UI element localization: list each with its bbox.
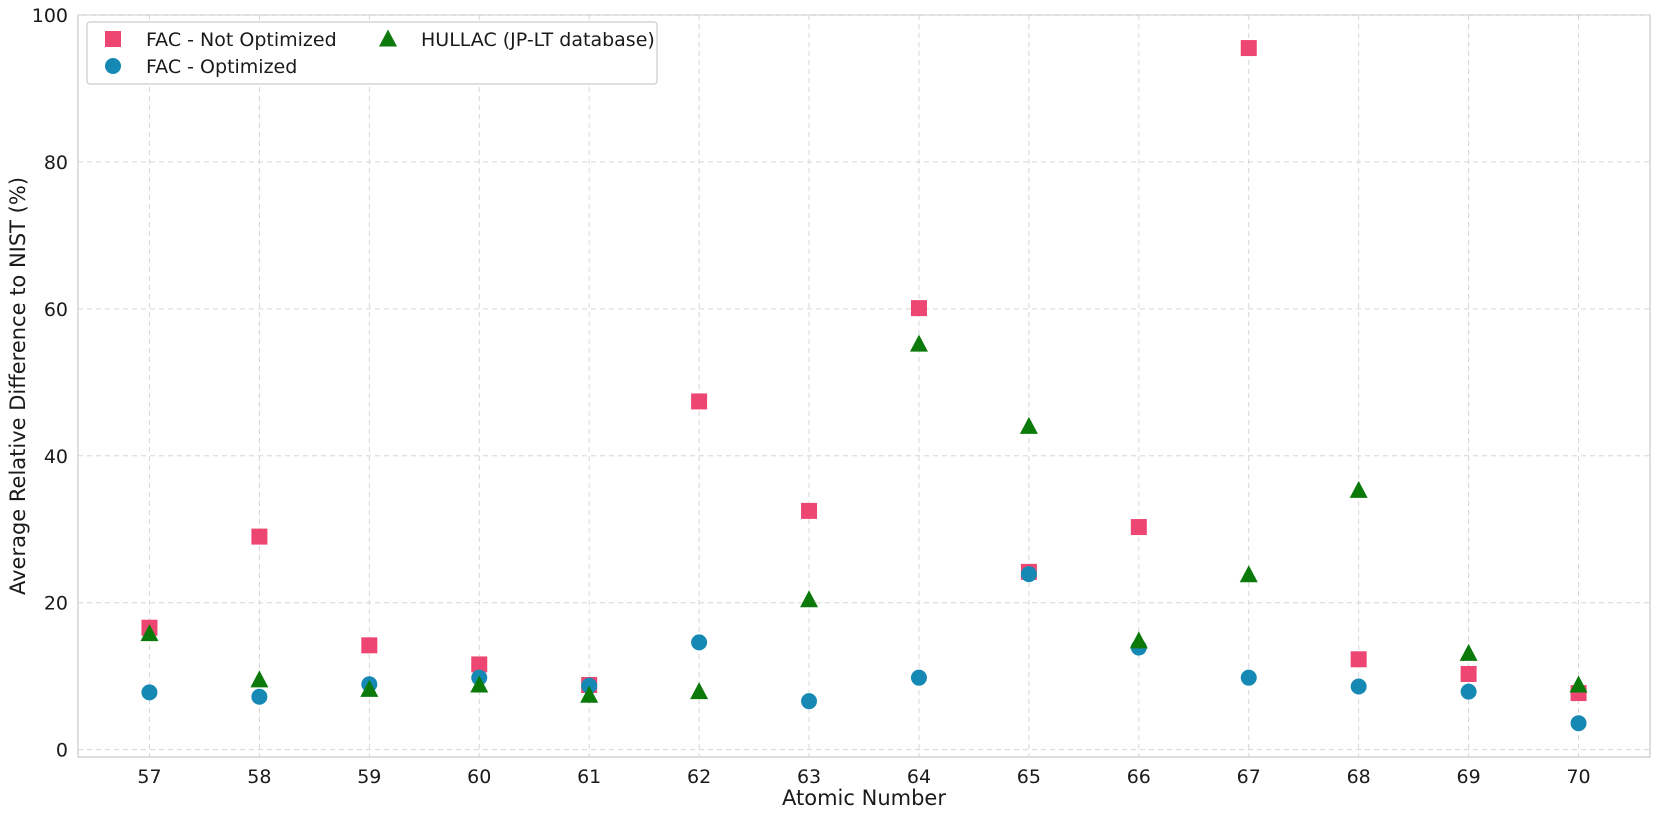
data-point-circle [581,677,598,694]
data-point-circle [1460,683,1477,700]
data-point-square [801,502,818,519]
plot-area [77,14,1651,758]
series-triangle [140,334,1588,703]
x-axis-title: Atomic Number [782,786,946,810]
x-tick-label: 65 [1017,766,1041,788]
data-point-triangle [580,685,599,703]
data-point-triangle [360,679,379,697]
legend-label: HULLAC (JP-LT database) [421,29,655,51]
legend-entries: FAC - Not Optimized FAC - Optimized HULLAC… [105,29,655,78]
data-point-circle [691,634,708,651]
data-point-square [251,528,268,545]
x-tick-label: 60 [467,766,491,788]
x-tick-label: 66 [1127,766,1151,788]
data-point-square [1240,40,1257,57]
y-tick-label: 40 [44,446,68,468]
x-tick-label: 68 [1347,766,1371,788]
x-tick-label: 57 [137,766,161,788]
y-tick-label: 60 [44,299,68,321]
data-point-triangle [1459,643,1478,661]
data-point-circle [801,693,818,710]
axis-ticks: 0 20 40 60 80 100 57 58 59 60 61 62 63 64 65 66 67 68 69 70 [32,5,1591,788]
x-tick-label: 63 [797,766,821,788]
x-tick-label: 61 [577,766,601,788]
x-tick-label: 62 [687,766,711,788]
y-axis-title: Average Relative Difference to NIST (%) [6,177,30,595]
y-tick-label: 80 [44,152,68,174]
x-tick-label: 70 [1566,766,1590,788]
data-point-square [1130,519,1147,536]
data-point-triangle [690,682,709,700]
data-point-square [1350,651,1367,668]
legend-entry: FAC - Not Optimized [105,29,337,51]
x-tick-label: 58 [247,766,271,788]
legend-box [86,21,658,85]
data-point-square [1460,665,1477,682]
data-point-square [361,637,378,654]
legend-marker-triangle [379,29,397,47]
data-point-triangle [1129,631,1148,649]
legend-marker-square [105,31,121,47]
data-point-triangle [909,334,928,352]
data-point-circle [1020,566,1037,583]
data-point-square [471,656,488,673]
data-point-circle [141,684,158,701]
series-square [141,40,1587,702]
data-point-triangle [250,670,269,688]
x-tick-label: 67 [1237,766,1261,788]
y-tick-label: 100 [32,5,68,27]
data-point-triangle [1349,480,1368,498]
x-tick-label: 69 [1457,766,1481,788]
data-point-triangle [140,624,159,642]
data-point-triangle [1019,416,1038,434]
legend: FAC - Not Optimized FAC - Optimized HULLAC… [86,21,658,85]
legend-entry: HULLAC (JP-LT database) [379,29,655,51]
y-tick-label: 20 [44,593,68,615]
data-point-triangle [1569,675,1588,693]
data-point-square [691,393,708,410]
legend-label: FAC - Optimized [146,56,297,78]
x-tick-label: 64 [907,766,931,788]
data-point-circle [1570,715,1587,732]
data-point-circle [1240,669,1257,686]
data-point-circle [251,688,268,705]
data-point-circle [1350,678,1367,695]
data-markers [140,40,1588,732]
data-point-circle [910,669,927,686]
legend-entry: FAC - Optimized [105,56,297,78]
data-point-triangle [800,590,819,608]
legend-label: FAC - Not Optimized [146,29,337,51]
legend-marker-circle [105,58,121,74]
grid-lines [78,14,1650,757]
x-tick-label: 59 [357,766,381,788]
y-tick-label: 0 [56,740,68,762]
data-point-triangle [1239,565,1258,583]
data-point-triangle [470,675,489,693]
data-point-square [910,300,927,317]
